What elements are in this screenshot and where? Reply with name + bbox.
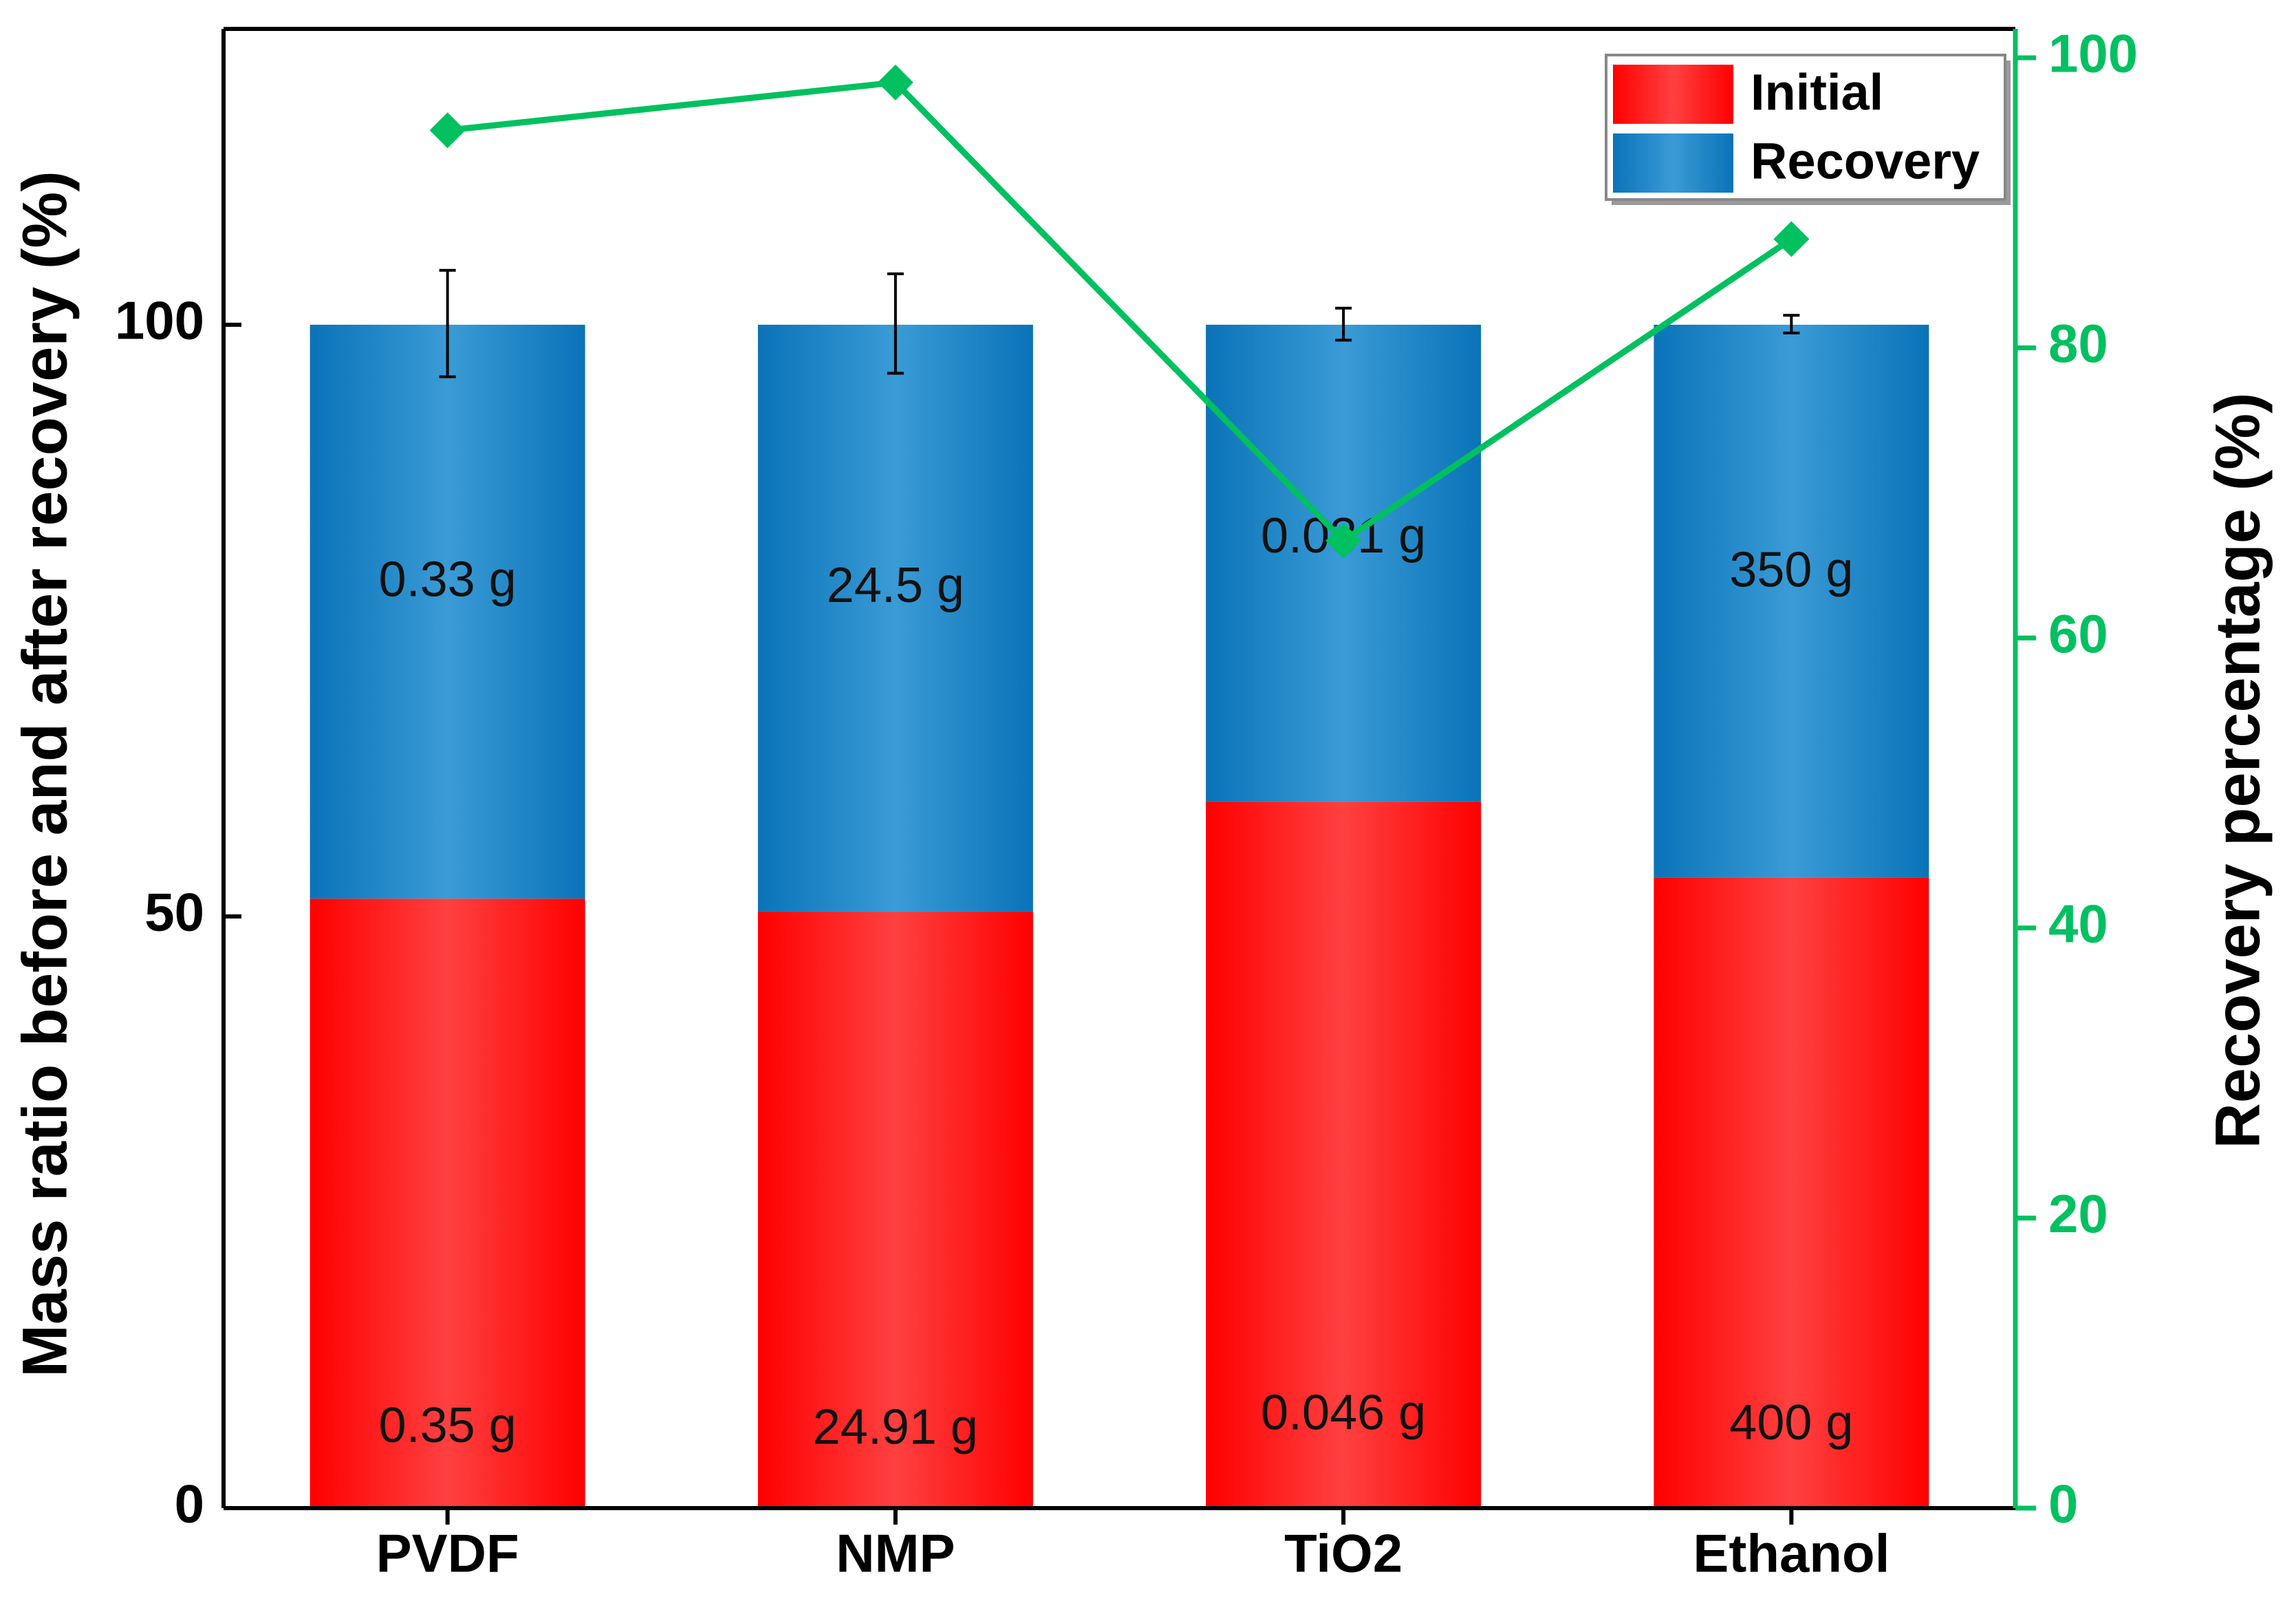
legend-label-initial: Initial [1751, 64, 1883, 121]
recovery-point-tio2[interactable] [1325, 522, 1362, 559]
legend-label-recovery: Recovery [1751, 133, 1980, 190]
bar-recovery-nmp[interactable] [757, 325, 1033, 912]
right-tick-label: 40 [2048, 893, 2108, 954]
left-tick-label: 100 [115, 290, 204, 351]
bar-initial-tio2[interactable] [1206, 802, 1482, 1508]
recovery-point-nmp[interactable] [877, 64, 913, 100]
category-label-pvdf: PVDF [376, 1523, 519, 1584]
bar-recovery-tio2[interactable] [1206, 325, 1482, 802]
data-label: 24.91 g [813, 1399, 978, 1454]
category-label-ethanol: Ethanol [1693, 1523, 1889, 1584]
right-tick-label: 100 [2048, 23, 2138, 84]
right-axis-title: Recovery percentage (%) [2202, 392, 2273, 1148]
data-label: 0.33 g [379, 552, 517, 607]
bar-initial-nmp[interactable] [757, 912, 1033, 1508]
data-label: 24.5 g [827, 558, 964, 613]
right-tick-label: 20 [2048, 1183, 2108, 1244]
data-label: 400 g [1729, 1395, 1853, 1450]
left-tick-label: 0 [175, 1474, 204, 1534]
bar-initial-ethanol[interactable] [1654, 877, 1929, 1508]
category-label-nmp: NMP [836, 1523, 955, 1584]
bar-initial-pvdf[interactable] [310, 899, 585, 1508]
recovery-point-ethanol[interactable] [1773, 221, 1810, 257]
data-label: 0.046 g [1261, 1386, 1426, 1441]
left-axis-title: Mass ratio before and after recovery (%) [10, 171, 80, 1377]
right-tick-label: 80 [2048, 313, 2108, 374]
right-tick-label: 0 [2048, 1474, 2078, 1534]
bar-recovery-pvdf[interactable] [310, 325, 585, 899]
recovery-point-pvdf[interactable] [429, 112, 466, 149]
recovery-percentage-line [447, 79, 1793, 545]
legend-swatch-initial [1613, 65, 1733, 124]
right-tick-label: 60 [2048, 603, 2108, 664]
data-label: 350 g [1729, 542, 1853, 597]
category-label-tio2: TiO2 [1284, 1523, 1402, 1584]
legend-swatch-recovery [1613, 133, 1733, 193]
left-tick-label: 50 [144, 882, 204, 943]
data-label: 0.35 g [379, 1398, 517, 1453]
bar-recovery-ethanol[interactable] [1654, 325, 1929, 878]
